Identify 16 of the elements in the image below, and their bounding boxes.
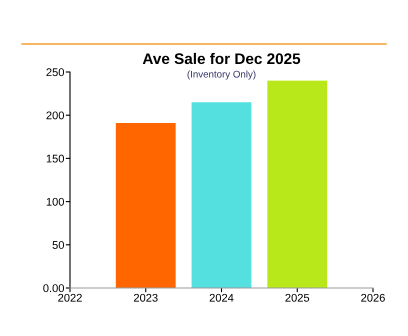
- x-tick-label: 2025: [285, 294, 310, 302]
- bar: [267, 80, 328, 288]
- y-tick-label: 50: [52, 241, 64, 249]
- chart-subtitle: (Inventory Only): [188, 70, 256, 80]
- y-tick-label: 150: [46, 154, 64, 163]
- x-tick-label: 2022: [58, 294, 82, 302]
- x-tick-label: 2023: [134, 294, 158, 302]
- y-tick-label: 100: [46, 198, 64, 206]
- bar: [116, 122, 176, 288]
- x-tick-label: 2024: [210, 294, 234, 302]
- chart-title: Ave Sale for Dec 2025: [142, 52, 300, 64]
- bar: [192, 102, 252, 288]
- y-tick-label: 0.00: [43, 284, 64, 292]
- y-tick-label: 250: [46, 68, 64, 76]
- y-tick-label: 200: [46, 111, 64, 120]
- x-tick-label: 2026: [361, 294, 385, 302]
